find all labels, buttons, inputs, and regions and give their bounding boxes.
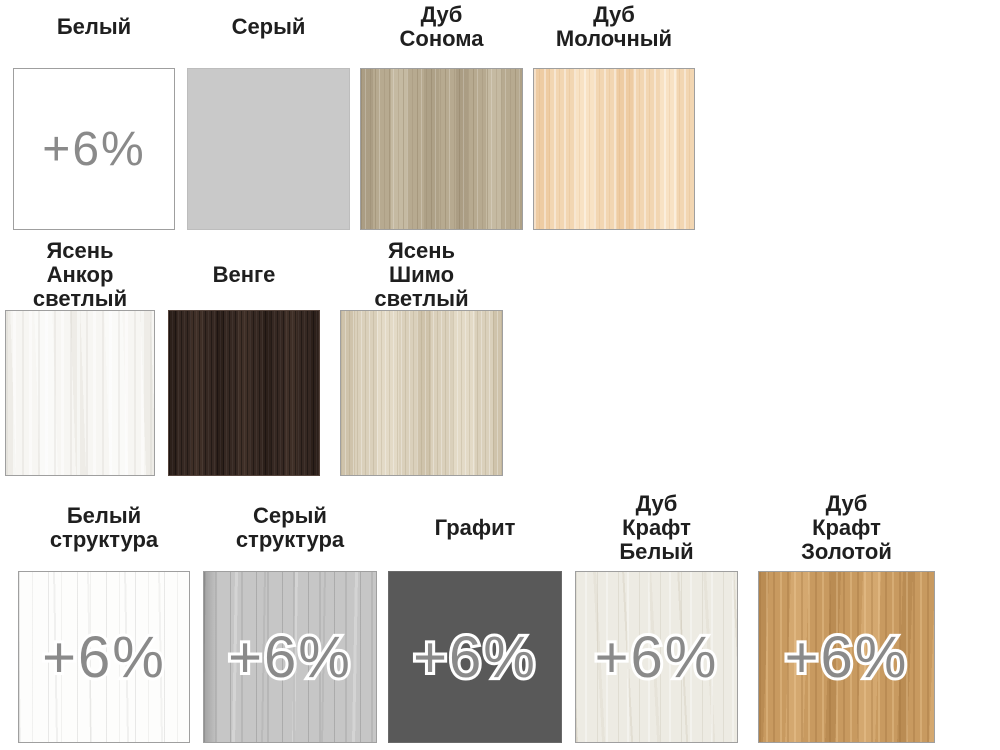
swatch-white[interactable]: +6% — [13, 68, 175, 230]
swatch-white-structure[interactable]: +6% +6% — [18, 571, 190, 743]
surcharge-badge: +6% +6% — [782, 622, 910, 693]
swatch-cell-sonoma-oak: Дуб Сонома — [360, 0, 523, 230]
surcharge-text: +6% — [594, 624, 719, 690]
surcharge-outline: +6% — [592, 622, 720, 693]
swatch-cell-white-structure: Белый структура +6% +6% — [18, 484, 190, 743]
surcharge-outline: +6% — [782, 622, 910, 693]
surcharge-text: +6% — [42, 624, 166, 690]
swatch-graphite[interactable]: +6% +6% — [388, 571, 562, 743]
swatch-craft-oak-white[interactable]: +6% +6% — [575, 571, 738, 743]
swatch-label: Дуб Крафт Белый — [619, 490, 694, 564]
swatch-cell-craft-oak-white: Дуб Крафт Белый +6% +6% — [575, 484, 738, 743]
swatch-label: Белый — [56, 14, 132, 39]
swatch-label: Дуб Сонома — [399, 2, 484, 51]
surcharge-badge: +6% +6% — [225, 622, 353, 693]
surcharge-badge: +6% +6% — [39, 622, 167, 693]
swatch-sonoma-oak[interactable] — [360, 68, 523, 230]
swatch-gray-structure[interactable]: +6% +6% — [203, 571, 377, 743]
swatch-ankor-ash-light[interactable] — [5, 310, 155, 476]
swatch-gray[interactable] — [187, 68, 350, 230]
swatch-shimo-ash-light[interactable] — [340, 310, 503, 476]
swatch-cell-wenge: Венге — [168, 240, 320, 476]
swatch-cell-craft-oak-gold: Дуб Крафт Золотой +6% +6% — [758, 484, 935, 743]
swatch-label: Белый структура — [49, 502, 159, 552]
surcharge-text: +6% — [784, 624, 909, 690]
surcharge-outline: +6% — [39, 622, 167, 693]
surcharge-text: +6% — [42, 122, 146, 176]
swatch-cell-gray-structure: Серый структура +6% +6% — [203, 484, 377, 743]
surcharge-badge: +6% +6% — [592, 622, 720, 693]
surcharge-outline: +6% — [225, 622, 353, 693]
swatch-label: Дуб Крафт Золотой — [801, 490, 892, 564]
swatch-cell-white: Белый +6% — [13, 0, 175, 230]
swatch-cell-graphite: Графит +6% +6% — [388, 484, 562, 743]
swatch-cell-shimo-ash: Ясень Шимо светлый — [340, 238, 503, 476]
swatch-cell-ankor-ash: Ясень Анкор светлый — [5, 238, 155, 476]
swatch-wenge[interactable] — [168, 310, 320, 476]
surcharge-text: +6% — [413, 624, 537, 690]
swatch-label: Ясень Шимо светлый — [374, 238, 469, 311]
swatch-cell-milky-oak: Дуб Молочный — [533, 0, 695, 230]
swatch-label: Графит — [434, 514, 516, 540]
swatch-label: Серый — [231, 14, 306, 39]
swatch-label: Дуб Молочный — [555, 2, 673, 51]
surcharge-badge: +6% — [42, 122, 145, 177]
swatch-label: Серый структура — [235, 502, 345, 552]
swatch-milky-oak[interactable] — [533, 68, 695, 230]
surcharge-text: +6% — [228, 624, 352, 690]
swatch-craft-oak-gold[interactable]: +6% +6% — [758, 571, 935, 743]
surcharge-outline: +6% — [410, 622, 538, 693]
swatch-label: Венге — [212, 262, 276, 287]
swatch-cell-gray: Серый — [187, 0, 350, 230]
surcharge-badge: +6% +6% — [410, 622, 538, 693]
swatch-label: Ясень Анкор светлый — [32, 238, 128, 311]
